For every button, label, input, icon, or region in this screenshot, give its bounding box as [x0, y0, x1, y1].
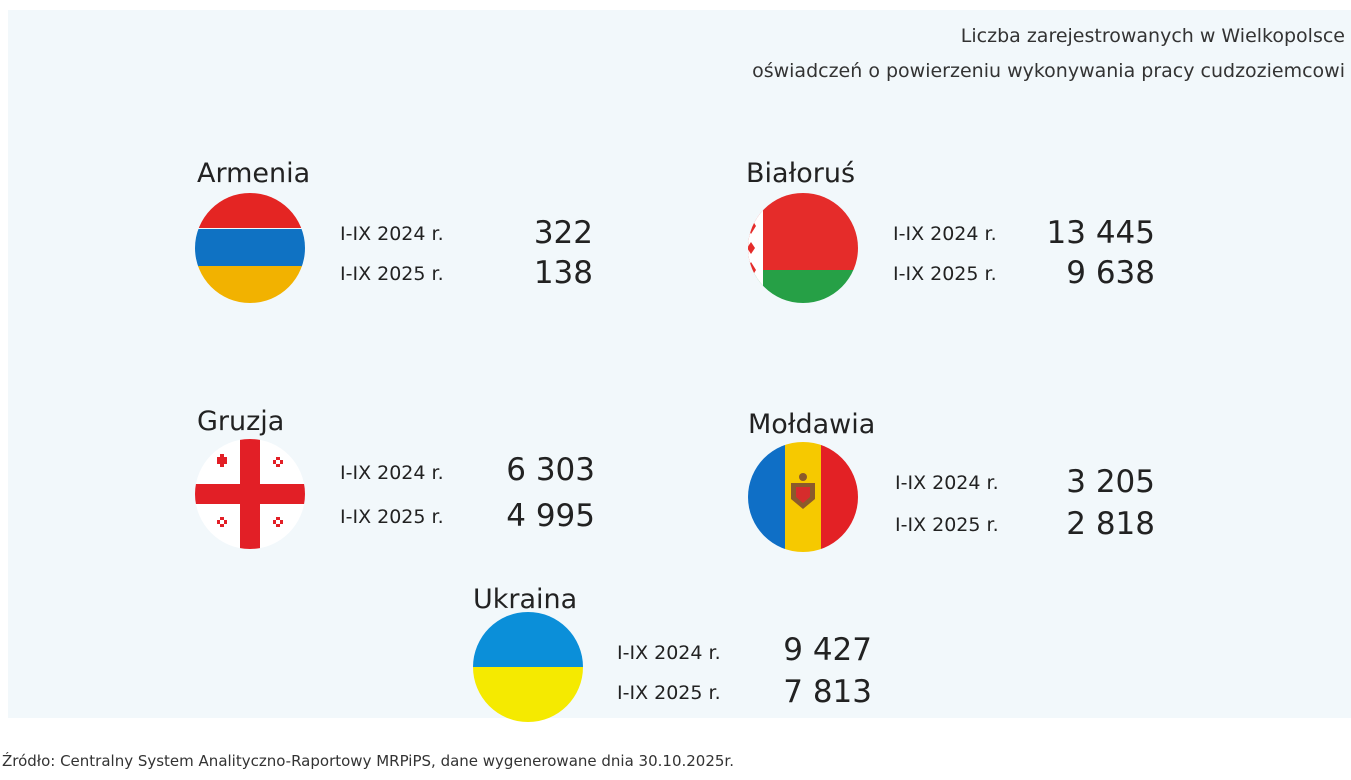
- title-line: Liczba zarejestrowanych w Wielkopolsce: [961, 25, 1345, 47]
- count-value: 2 818: [1066, 506, 1155, 542]
- period-label: I-IX 2024 r.: [340, 462, 444, 484]
- count-value: 13 445: [1047, 215, 1155, 251]
- country-name: Gruzja: [197, 406, 284, 437]
- count-value: 7 813: [783, 674, 872, 710]
- country-name: Ukraina: [473, 584, 577, 615]
- country-name: Armenia: [197, 158, 310, 189]
- period-label: I-IX 2024 r.: [895, 472, 999, 494]
- count-value: 3 205: [1066, 464, 1155, 500]
- source: Źródło: Centralny System Analityczno-Rap…: [2, 751, 734, 770]
- country-name: Mołdawia: [748, 409, 875, 440]
- count-value: 9 427: [783, 632, 872, 668]
- period-label: I-IX 2025 r.: [617, 682, 721, 704]
- title-line: oświadczeń o powierzeniu wykonywania pra…: [752, 60, 1345, 82]
- count-value: 4 995: [506, 498, 595, 534]
- panel: [8, 10, 1351, 718]
- country-name: Białoruś: [746, 158, 855, 189]
- period-label: I-IX 2025 r.: [340, 263, 444, 285]
- count-value: 9 638: [1066, 255, 1155, 291]
- count-value: 6 303: [506, 452, 595, 488]
- flag-moldova: [748, 442, 858, 552]
- period-label: I-IX 2025 r.: [893, 263, 997, 285]
- flag-georgia: [195, 439, 305, 549]
- count-value: 138: [534, 255, 593, 291]
- period-label: I-IX 2025 r.: [895, 514, 999, 536]
- period-label: I-IX 2024 r.: [340, 223, 444, 245]
- count-value: 322: [534, 215, 593, 251]
- period-label: I-IX 2024 r.: [617, 642, 721, 664]
- period-label: I-IX 2025 r.: [340, 506, 444, 528]
- period-label: I-IX 2024 r.: [893, 223, 997, 245]
